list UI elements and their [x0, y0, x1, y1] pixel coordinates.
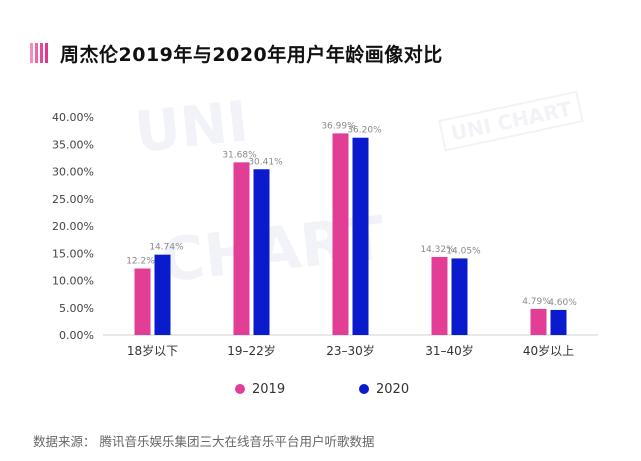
- y-tick-label: 25.00%: [52, 193, 94, 206]
- y-tick-label: 20.00%: [52, 220, 94, 233]
- data-label-2019-4: 4.79%: [522, 297, 551, 307]
- legend-label-2020: 2020: [376, 382, 409, 397]
- x-tick-label: 19–22岁: [227, 343, 276, 358]
- data-label-2020-2: 36.20%: [347, 126, 382, 136]
- y-tick-label: 35.00%: [52, 138, 94, 151]
- x-tick-label: 31–40岁: [425, 343, 474, 358]
- y-tick-label: 10.00%: [52, 275, 94, 288]
- bar-2020-0: [154, 254, 171, 335]
- data-label-2019-1: 31.68%: [222, 150, 257, 160]
- y-tick-label: 15.00%: [52, 247, 94, 260]
- bar-2019-2: [332, 133, 349, 335]
- y-tick-label: 5.00%: [59, 302, 94, 315]
- x-tick-label: 18岁以下: [127, 343, 178, 358]
- bar-2020-2: [352, 137, 369, 335]
- brand-logo-icon: [30, 43, 52, 63]
- bar-2020-3: [451, 258, 468, 335]
- data-label-2020-3: 14.05%: [446, 246, 481, 256]
- data-label-2020-4: 4.60%: [548, 298, 577, 308]
- data-label-2020-1: 30.41%: [248, 157, 283, 167]
- data-label-2019-2: 36.99%: [321, 121, 356, 131]
- data-label-2020-0: 14.74%: [149, 243, 184, 253]
- y-tick-label: 0.00%: [59, 329, 94, 342]
- legend-label-2019: 2019: [252, 382, 285, 397]
- x-tick-label: 40岁以上: [523, 343, 574, 358]
- legend-marker-2019: [235, 384, 245, 394]
- x-tick-label: 23–30岁: [326, 343, 375, 358]
- bar-2019-3: [431, 256, 448, 335]
- bar-2019-1: [233, 162, 250, 335]
- data-label-2019-0: 12.2%: [126, 257, 155, 267]
- bar-2019-4: [530, 308, 547, 335]
- bar-2019-0: [134, 268, 151, 335]
- bar-2020-4: [550, 309, 567, 335]
- y-tick-label: 30.00%: [52, 166, 94, 179]
- legend-marker-2020: [359, 384, 369, 394]
- data-label-2019-3: 14.32%: [420, 245, 455, 255]
- y-tick-label: 40.00%: [52, 111, 94, 124]
- data-source-note: 数据来源： 腾讯音乐娱乐集团三大在线音乐平台用户听歌数据: [33, 434, 375, 449]
- chart-header: 周杰伦2019年与2020年用户年龄画像对比: [30, 36, 443, 70]
- chart-title: 周杰伦2019年与2020年用户年龄画像对比: [60, 43, 443, 66]
- bar-2020-1: [253, 169, 270, 335]
